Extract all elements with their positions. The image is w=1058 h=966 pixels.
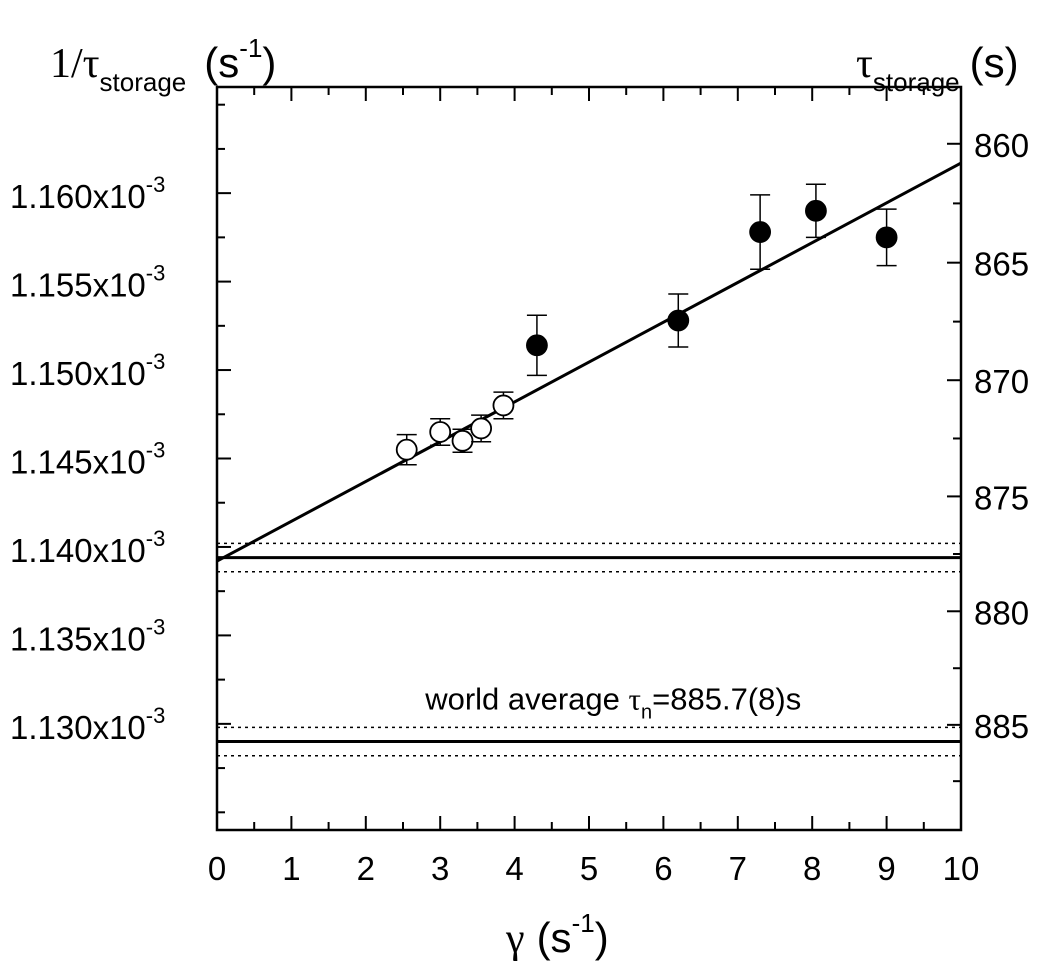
y-left-tick-label: 1.145x10-3 bbox=[10, 438, 165, 481]
y-label-left-unit-sup: -1 bbox=[239, 33, 262, 63]
y-label-right-main: τ bbox=[856, 41, 873, 87]
y-left-tick-exponent: -3 bbox=[146, 703, 166, 728]
data-points bbox=[395, 183, 898, 466]
y-label-left-sub: storage bbox=[100, 67, 187, 97]
x-label-text: (s bbox=[537, 914, 572, 961]
series-0-point-3-marker bbox=[470, 417, 493, 440]
fit-line bbox=[216, 161, 962, 563]
x-tick-label: 2 bbox=[357, 850, 375, 887]
y-right-tick-label: 865 bbox=[974, 246, 1029, 283]
series-1-point-4-marker bbox=[875, 226, 898, 249]
y-left-tick-mantissa: 1.145x10 bbox=[10, 444, 146, 481]
x-tick-label: 5 bbox=[580, 850, 598, 887]
y-left-tick-label: 1.140x10-3 bbox=[10, 526, 165, 569]
y-label-left-unit-close: ) bbox=[262, 39, 276, 86]
y-left-tick-mantissa: 1.140x10 bbox=[10, 532, 146, 569]
y-left-tick-label: 1.160x10-3 bbox=[10, 172, 165, 215]
reference-bands bbox=[217, 542, 961, 757]
y-left-tick-exponent: -3 bbox=[146, 349, 166, 374]
y-left-tick-exponent: -3 bbox=[146, 614, 166, 639]
x-tick-label: 3 bbox=[431, 850, 449, 887]
y-left-tick-exponent: -3 bbox=[146, 438, 166, 463]
plot-frame bbox=[215, 85, 963, 832]
y-right-tick-label: 860 bbox=[974, 127, 1029, 164]
x-label-symbol: γ bbox=[505, 916, 525, 962]
y-left-tick-exponent: -3 bbox=[146, 172, 166, 197]
x-label-close: ) bbox=[595, 914, 609, 961]
annotation-prefix: world average bbox=[424, 681, 628, 716]
y-label-right-sub: storage bbox=[873, 67, 960, 97]
annotation-sub: n bbox=[641, 701, 652, 723]
x-tick-label: 9 bbox=[877, 850, 895, 887]
series-1-point-2-marker bbox=[749, 221, 772, 243]
annotation-tau: τ bbox=[629, 681, 641, 716]
y-left-tick-exponent: -3 bbox=[146, 526, 166, 551]
y-right-tick-label: 875 bbox=[974, 479, 1029, 516]
y-right-tick-label: 885 bbox=[974, 708, 1029, 745]
x-tick-label: 7 bbox=[729, 850, 747, 887]
y-axis-label-right: τstorage (s) bbox=[856, 39, 1019, 97]
y-label-left-unit-open: (s bbox=[204, 39, 239, 86]
series-0-point-4-marker bbox=[492, 394, 515, 417]
x-tick-label: 4 bbox=[505, 850, 523, 887]
y-label-right-unit: (s) bbox=[970, 39, 1019, 86]
series-0-point-1-marker bbox=[429, 421, 452, 443]
series-0-point-2-marker bbox=[451, 429, 474, 452]
y-left-tick-mantissa: 1.135x10 bbox=[10, 620, 146, 657]
x-tick-label: 1 bbox=[282, 850, 300, 887]
x-tick-label: 8 bbox=[803, 850, 821, 887]
series-1-point-1-marker bbox=[667, 309, 690, 332]
x-tick-label: 10 bbox=[943, 850, 980, 887]
y-left-tick-label: 1.135x10-3 bbox=[10, 614, 165, 657]
y-left-tick-mantissa: 1.155x10 bbox=[10, 267, 146, 304]
annotation-value: =885.7(8)s bbox=[652, 681, 801, 716]
series-0-point-0-marker bbox=[395, 438, 418, 461]
y-left-tick-mantissa: 1.150x10 bbox=[10, 355, 146, 392]
y-axis-label-left: 1/τstorage (s-1) bbox=[50, 33, 276, 97]
y-left-tick-exponent: -3 bbox=[146, 261, 166, 286]
y-right-tick-label: 880 bbox=[974, 594, 1029, 631]
y-left-tick-label: 1.130x10-3 bbox=[10, 703, 165, 746]
y-right-tick-label: 870 bbox=[974, 363, 1029, 400]
y-label-left-main: 1/τ bbox=[50, 41, 100, 87]
axis-ticks: 0 1 2 3 4 5 6 7 8 9 101.130x10-31.135x10-31.140x10… bbox=[10, 87, 1029, 887]
x-axis-label: γ (s-1) bbox=[505, 908, 609, 962]
x-tick-label: 0 bbox=[208, 850, 226, 887]
fit-line-layer bbox=[216, 161, 962, 563]
y-left-tick-label: 1.150x10-3 bbox=[10, 349, 165, 392]
y-left-tick-mantissa: 1.130x10 bbox=[10, 709, 146, 746]
series-1-point-0-marker bbox=[526, 334, 548, 357]
y-left-tick-label: 1.155x10-3 bbox=[10, 261, 165, 304]
series-1-point-3-marker bbox=[805, 199, 827, 222]
y-left-tick-mantissa: 1.160x10 bbox=[10, 178, 146, 215]
world-average-annotation: world average τn=885.7(8)s bbox=[424, 681, 801, 723]
x-tick-label: 6 bbox=[654, 850, 672, 887]
x-label-sup: -1 bbox=[572, 908, 595, 938]
